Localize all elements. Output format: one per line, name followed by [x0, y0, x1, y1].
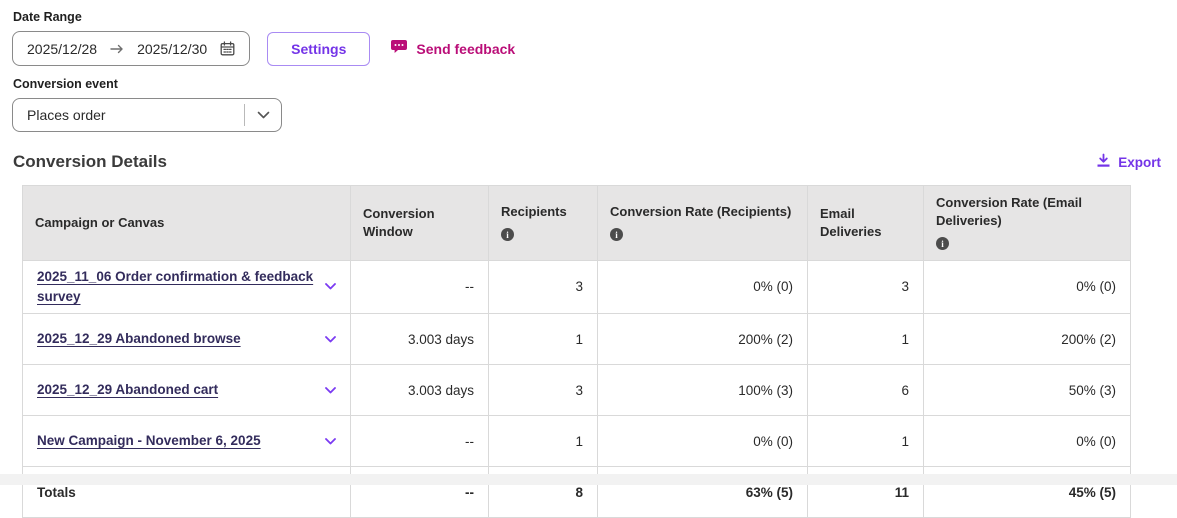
- chat-bubble-icon: [390, 39, 408, 58]
- conversion-window-cell: --: [350, 415, 489, 467]
- table-row: 2025_11_06 Order confirmation & feedback…: [22, 259, 1131, 314]
- campaign-link[interactable]: 2025_12_29 Abandoned cart: [37, 381, 219, 397]
- column-header-email-deliveries: Email Deliveries: [807, 185, 924, 261]
- conversion-rate-email-cell: 50% (3): [923, 364, 1131, 416]
- calendar-icon[interactable]: [220, 41, 235, 56]
- email-deliveries-cell: 3: [807, 259, 924, 314]
- date-range-input[interactable]: 2025/12/28 2025/12/30: [12, 31, 251, 66]
- conversion-window-cell: 3.003 days: [350, 313, 489, 365]
- column-header-conversion-rate-recipients: Conversion Rate (Recipients) i: [597, 185, 808, 261]
- conversion-event-select[interactable]: Places order: [12, 98, 282, 132]
- export-button[interactable]: Export: [1096, 153, 1161, 171]
- conversion-rate-email-cell: 0% (0): [923, 259, 1131, 314]
- recipients-cell: 3: [488, 259, 598, 314]
- column-header-recipients: Recipients i: [488, 185, 598, 261]
- info-icon[interactable]: i: [501, 228, 514, 241]
- conversion-window-cell: --: [350, 259, 489, 314]
- recipients-cell: 1: [488, 313, 598, 365]
- send-feedback-label: Send feedback: [416, 40, 516, 57]
- export-label: Export: [1118, 154, 1161, 170]
- column-header-campaign: Campaign or Canvas: [22, 185, 351, 261]
- conversion-event-value: Places order: [27, 107, 106, 123]
- recipients-cell: 1: [488, 415, 598, 467]
- chevron-down-icon: [245, 111, 281, 119]
- email-deliveries-cell: 6: [807, 364, 924, 416]
- table-row: 2025_12_29 Abandoned cart 3.003 days 3 1…: [22, 364, 1131, 416]
- settings-button[interactable]: Settings: [267, 31, 371, 66]
- conversion-rate-recipients-cell: 200% (2): [597, 313, 808, 365]
- table-row: New Campaign - November 6, 2025 -- 1 0% …: [22, 415, 1131, 467]
- date-range-label: Date Range: [13, 10, 82, 24]
- row-expand-chevron-icon[interactable]: [325, 283, 336, 290]
- conversion-rate-recipients-cell: 0% (0): [597, 415, 808, 467]
- column-header-conversion-rate-email: Conversion Rate (Email Deliveries) i: [923, 185, 1131, 261]
- campaign-link[interactable]: 2025_12_29 Abandoned browse: [37, 330, 241, 346]
- table-row: 2025_12_29 Abandoned browse 3.003 days 1…: [22, 313, 1131, 365]
- send-feedback-link[interactable]: Send feedback: [390, 39, 515, 58]
- recipients-cell: 3: [488, 364, 598, 416]
- email-deliveries-cell: 1: [807, 313, 924, 365]
- campaign-link[interactable]: New Campaign - November 6, 2025: [37, 432, 261, 448]
- download-icon: [1096, 153, 1111, 171]
- table-header-row: Campaign or Canvas Conversion Window Rec…: [22, 185, 1131, 261]
- page-title: Conversion Details: [13, 152, 167, 171]
- row-expand-chevron-icon[interactable]: [325, 335, 336, 343]
- info-icon[interactable]: i: [610, 228, 623, 241]
- campaign-link[interactable]: 2025_11_06 Order confirmation & feedback…: [37, 268, 314, 304]
- conversion-window-cell: 3.003 days: [350, 364, 489, 416]
- row-expand-chevron-icon[interactable]: [325, 437, 336, 445]
- info-icon[interactable]: i: [936, 237, 949, 250]
- date-start-value[interactable]: 2025/12/28: [27, 40, 98, 57]
- row-expand-chevron-icon[interactable]: [325, 386, 336, 394]
- conversion-event-label: Conversion event: [13, 77, 118, 91]
- conversion-details-table: Campaign or Canvas Conversion Window Rec…: [22, 185, 1131, 518]
- conversion-rate-recipients-cell: 100% (3): [597, 364, 808, 416]
- date-end-value[interactable]: 2025/12/30: [137, 40, 208, 57]
- select-divider: [244, 104, 245, 126]
- conversion-rate-recipients-cell: 0% (0): [597, 259, 808, 314]
- conversion-rate-email-cell: 0% (0): [923, 415, 1131, 467]
- conversion-rate-email-cell: 200% (2): [923, 313, 1131, 365]
- column-header-conversion-window: Conversion Window: [350, 185, 489, 261]
- email-deliveries-cell: 1: [807, 415, 924, 467]
- arrow-right-icon: [110, 43, 124, 55]
- bottom-gutter: [0, 474, 1177, 485]
